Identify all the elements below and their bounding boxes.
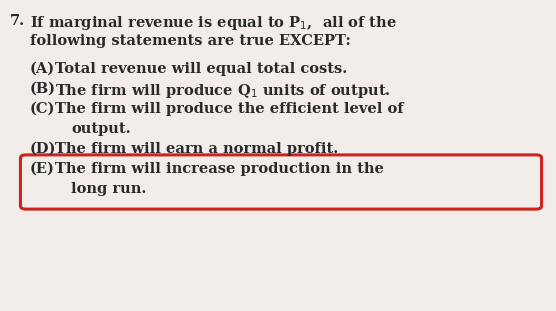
- Text: Total revenue will equal total costs.: Total revenue will equal total costs.: [55, 62, 348, 76]
- Text: The firm will produce the efficient level of: The firm will produce the efficient leve…: [55, 102, 404, 116]
- Text: The firm will increase production in the: The firm will increase production in the: [55, 162, 384, 176]
- Text: The firm will produce Q$_1$ units of output.: The firm will produce Q$_1$ units of out…: [55, 82, 391, 100]
- Text: following statements are true EXCEPT:: following statements are true EXCEPT:: [30, 34, 351, 48]
- Text: (E): (E): [30, 162, 55, 176]
- Text: 7.: 7.: [10, 14, 25, 28]
- Text: If marginal revenue is equal to P$_1$,  all of the: If marginal revenue is equal to P$_1$, a…: [30, 14, 397, 32]
- Text: The firm will earn a normal profit.: The firm will earn a normal profit.: [55, 142, 338, 156]
- Text: (B): (B): [30, 82, 56, 96]
- Text: (D): (D): [30, 142, 56, 156]
- Text: long run.: long run.: [71, 182, 146, 196]
- Text: (C): (C): [30, 102, 56, 116]
- Text: output.: output.: [71, 122, 131, 136]
- Text: (A): (A): [30, 62, 55, 76]
